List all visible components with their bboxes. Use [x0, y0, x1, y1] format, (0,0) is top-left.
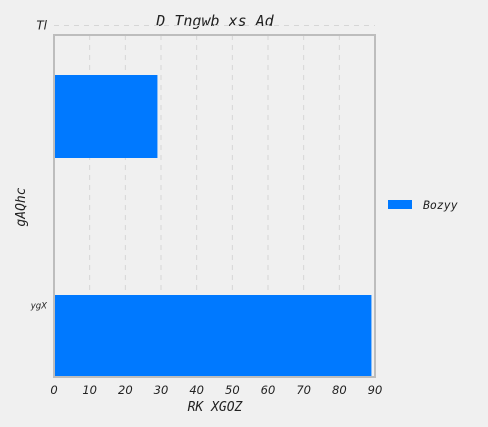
plot-frame	[53, 34, 376, 378]
chart-title: D Tngwb xs Ad	[155, 12, 274, 30]
bars	[54, 75, 372, 378]
x-tick-label: 40	[189, 383, 204, 397]
bar	[54, 295, 372, 378]
x-tick-label: 20	[118, 383, 133, 397]
y-tick-labels: ygX Tl	[30, 19, 48, 312]
x-tick-label: 0	[50, 383, 57, 397]
x-tick-label: 80	[332, 383, 347, 397]
x-tick-label: 30	[154, 383, 169, 397]
x-tick-labels: 0 10 20 30 40 50 60 70 80 90	[50, 383, 382, 397]
y-axis-label: gAQhc	[14, 187, 29, 226]
y-tick-label: ygX	[30, 302, 47, 312]
bar	[54, 75, 158, 158]
x-tick-label: 50	[225, 383, 240, 397]
y-tick-label: Tl	[36, 19, 47, 33]
x-tick-label: 60	[261, 383, 276, 397]
legend-label: Bozyy	[423, 198, 458, 212]
x-tick-label: 90	[368, 383, 383, 397]
x-tick-label: 10	[82, 383, 97, 397]
legend: Bozyy	[388, 198, 458, 212]
x-tick-label: 70	[296, 383, 311, 397]
x-axis-label: RK XGOZ	[188, 400, 244, 415]
legend-swatch	[388, 200, 412, 209]
